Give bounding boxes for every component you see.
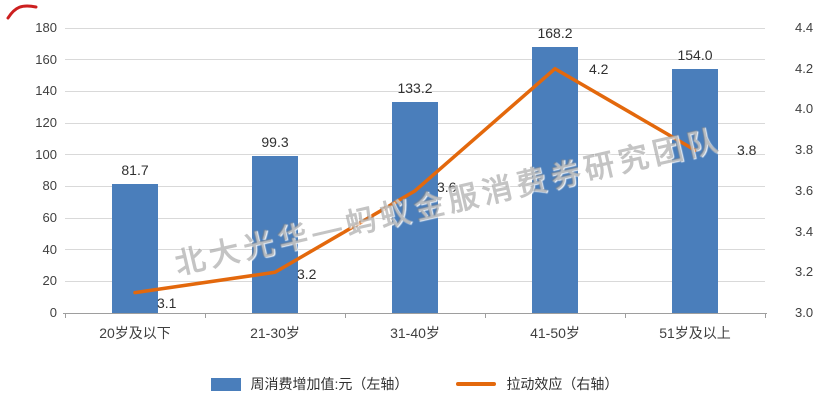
right-axis-tick-label: 3.4: [795, 223, 814, 239]
line-value-label: 4.2: [589, 60, 609, 77]
bar: [672, 69, 718, 313]
legend-bar-swatch: [210, 377, 241, 391]
x-axis-tick: [485, 313, 486, 318]
legend-line-swatch: [456, 382, 497, 386]
x-axis-tick: [765, 313, 766, 318]
line-value-label: 3.6: [437, 178, 457, 195]
line-value-label: 3.1: [157, 294, 177, 311]
x-axis-tick: [205, 313, 206, 318]
bar: [112, 183, 158, 313]
left-axis-tick-label: 120: [35, 115, 57, 130]
left-axis-tick-label: 60: [42, 210, 57, 225]
bar: [532, 46, 578, 313]
right-axis-tick-label: 3.6: [795, 182, 814, 198]
left-axis-tick-label: 100: [35, 146, 57, 162]
legend-label: 周消费增加值:元（左轴）: [250, 376, 409, 392]
x-axis-category-label: 20岁及以下: [99, 325, 171, 341]
left-axis-tick-label: 40: [42, 241, 57, 257]
bar-value-label: 168.2: [537, 24, 573, 41]
x-axis-tick: [345, 313, 346, 318]
x-axis-category-label: 41-50岁: [530, 325, 580, 341]
right-axis-tick-label: 4.0: [795, 101, 814, 117]
bar-value-label: 154.0: [677, 47, 713, 64]
gridline: [65, 27, 765, 29]
bar: [252, 155, 298, 313]
bar-value-label: 81.7: [121, 161, 149, 178]
right-axis-tick-label: 4.4: [795, 20, 814, 35]
right-axis-tick-label: 3.8: [795, 142, 814, 158]
legend: 周消费增加值:元（左轴） 拉动效应（右轴）: [0, 368, 829, 400]
left-axis-tick-label: 20: [42, 273, 57, 289]
bar-value-label: 133.2: [397, 80, 433, 97]
bar: [392, 102, 438, 313]
gridline: [65, 59, 765, 61]
x-axis-category-label: 51岁及以上: [659, 325, 731, 341]
left-axis-tick-label: 160: [35, 51, 57, 67]
line-value-label: 3.8: [737, 142, 757, 159]
line-value-label: 3.2: [297, 266, 317, 283]
x-axis-category-label: 31-40岁: [390, 325, 440, 341]
right-axis-tick-label: 3.2: [795, 264, 814, 280]
red-corner-mark: [6, 4, 38, 20]
right-axis-tick-label: 3.0: [795, 305, 814, 320]
x-axis-tick: [65, 313, 66, 318]
x-axis-category-label: 21-30岁: [250, 325, 300, 341]
right-axis-tick-label: 4.2: [795, 60, 814, 76]
x-axis-line: [63, 313, 767, 314]
legend-item: 拉动效应（右轴）: [456, 374, 618, 394]
left-axis-tick-label: 80: [42, 178, 57, 194]
x-axis-tick: [625, 313, 626, 318]
bar-value-label: 99.3: [261, 133, 289, 150]
legend-item: 周消费增加值:元（左轴）: [210, 374, 409, 394]
legend-label: 拉动效应（右轴）: [506, 376, 619, 392]
left-axis-tick-label: 0: [49, 305, 57, 320]
left-axis-tick-label: 180: [35, 20, 57, 35]
left-axis-tick-label: 140: [35, 83, 57, 99]
